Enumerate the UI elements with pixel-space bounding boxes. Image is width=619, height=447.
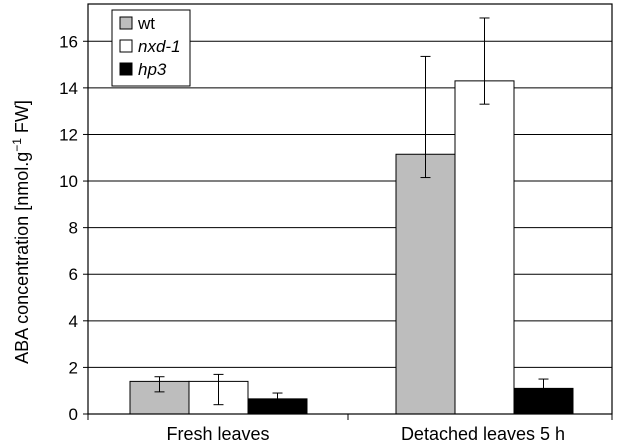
bar-wt-1 (395, 153, 456, 415)
y-tick-label: 8 (69, 219, 78, 238)
y-tick-label: 2 (69, 358, 78, 377)
y-axis-title-sup: −1 (10, 138, 24, 152)
y-tick-label: 4 (69, 312, 78, 331)
legend-label-wt: wt (137, 14, 155, 33)
legend-swatch-hp3 (119, 62, 133, 76)
gridlines (88, 40, 612, 368)
y-axis-title-end: FW] (12, 100, 32, 138)
x-category-label: Detached leaves 5 h (401, 424, 565, 444)
y-tick-labels: 0 2 4 6 8 10 12 14 16 (59, 32, 78, 424)
y-tick-label: 12 (59, 125, 78, 144)
legend-label-nxd-1: nxd-1 (138, 37, 181, 56)
legend-swatch-nxd-1 (119, 39, 133, 53)
x-category-label: Fresh leaves (166, 424, 269, 444)
legend-swatch-wt (119, 16, 133, 30)
legend: wt nxd-1 hp3 (111, 9, 191, 87)
bar-nxd-1-1 (454, 80, 515, 415)
y-tick-label: 6 (69, 265, 78, 284)
y-tick-label: 10 (59, 172, 78, 191)
axes (83, 3, 613, 420)
y-axis-title-main: ABA concentration [nmol.g (12, 152, 32, 364)
y-axis-title: ABA concentration [nmol.g−1 FW] (10, 100, 32, 364)
x-category-labels: Fresh leaves Detached leaves 5 h (166, 424, 565, 444)
y-tick-label: 16 (59, 32, 78, 51)
legend-label-hp3: hp3 (138, 60, 167, 79)
plot-frame (87, 3, 613, 415)
y-tick-label: 14 (59, 79, 78, 98)
bars (129, 17, 574, 415)
y-tick-label: 0 (69, 405, 78, 424)
